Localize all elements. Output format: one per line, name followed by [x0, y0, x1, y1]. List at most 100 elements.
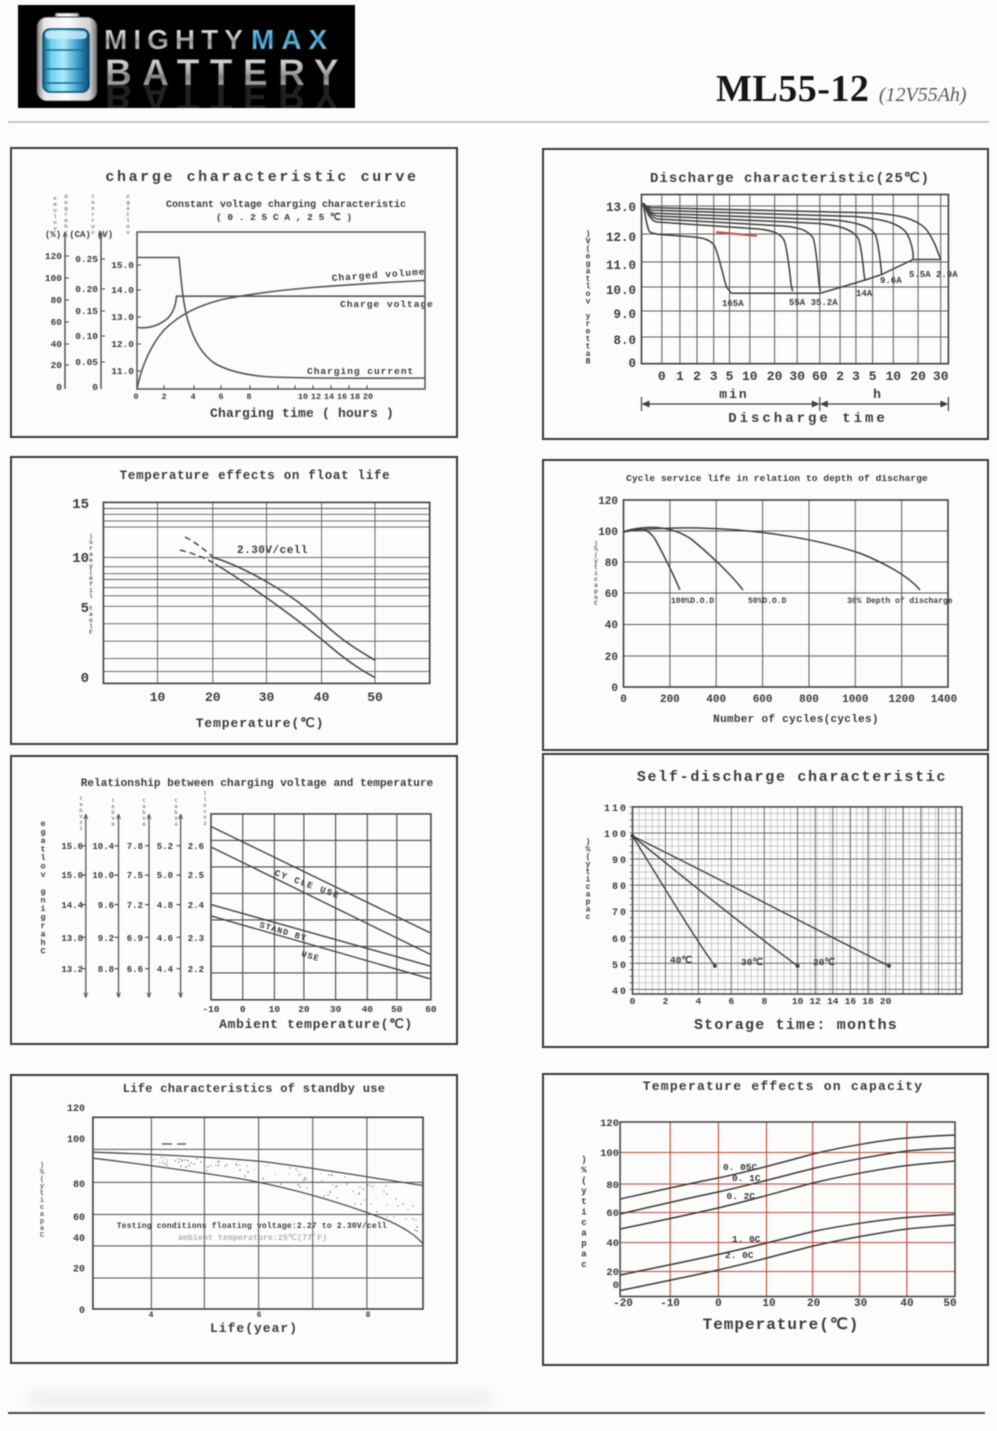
svg-text:0: 0	[630, 996, 636, 1007]
svg-text:15: 15	[72, 497, 89, 513]
svg-text:80: 80	[612, 882, 628, 893]
svg-text:20: 20	[51, 360, 63, 371]
svg-text:2.4: 2.4	[188, 901, 205, 911]
svg-text:9.6A: 9.6A	[880, 276, 902, 286]
svg-text:MIGHTY: MIGHTY	[104, 24, 249, 55]
svg-text:( 0 . 2 5 C A , 2 5 ℃ ): ( 0 . 2 5 C A , 2 5 ℃ )	[216, 212, 352, 223]
svg-text:Charge voltage: Charge voltage	[340, 299, 434, 310]
svg-text:5.2: 5.2	[157, 842, 173, 852]
svg-text:)%(yticapac: )%(yticapac	[584, 838, 593, 921]
svg-text:0: 0	[620, 694, 627, 706]
svg-text:60: 60	[812, 369, 828, 384]
svg-text:Discharge time: Discharge time	[728, 411, 888, 427]
svg-text:0. 2C: 0. 2C	[727, 1191, 756, 1202]
svg-text:-10: -10	[202, 1004, 219, 1015]
svg-text:60: 60	[612, 935, 628, 946]
svg-text:14A: 14A	[856, 289, 873, 299]
svg-text:0. 05C: 0. 05C	[723, 1162, 758, 1173]
svg-text:9.6: 9.6	[98, 901, 114, 911]
svg-text:120: 120	[45, 251, 62, 262]
svg-text:20: 20	[807, 1298, 820, 1310]
svg-text:9.0: 9.0	[613, 308, 636, 322]
svg-text:9.2: 9.2	[98, 934, 114, 944]
svg-text:0: 0	[56, 382, 62, 393]
svg-text:30% Depth of discharge: 30% Depth of discharge	[847, 597, 953, 606]
svg-text:Charging current: Charging current	[307, 366, 414, 377]
svg-text:4.6: 4.6	[157, 934, 173, 944]
svg-text:Temperature effects on capaci: Temperature effects on capacity	[643, 1079, 924, 1094]
svg-text:14.0: 14.0	[111, 285, 134, 296]
svg-text:-20: -20	[613, 1298, 633, 1310]
svg-text:emulov: emulov	[52, 195, 59, 231]
svg-text:40: 40	[900, 1298, 913, 1310]
svg-text:)%(yticapaC: )%(yticapaC	[38, 1162, 46, 1239]
svg-text:20: 20	[767, 369, 783, 384]
svg-text:20: 20	[606, 1267, 619, 1279]
svg-text:14: 14	[827, 996, 839, 1007]
svg-text:0: 0	[611, 683, 618, 695]
svg-text:30: 30	[259, 690, 275, 705]
svg-text:llecV2: llecV2	[202, 790, 209, 826]
svg-text:6.9: 6.9	[127, 934, 143, 944]
svg-text:Storage time: months: Storage time: months	[694, 1017, 898, 1034]
svg-text:8: 8	[366, 1311, 371, 1320]
svg-text:tnerruc: tnerruc	[90, 193, 97, 235]
svg-text:50: 50	[943, 1298, 956, 1310]
svg-text:60: 60	[425, 1004, 437, 1015]
svg-text:30: 30	[789, 369, 805, 384]
svg-text:20: 20	[73, 1265, 85, 1276]
svg-text:0: 0	[628, 357, 636, 371]
svg-text:min: min	[719, 387, 748, 402]
svg-text:5.5A 2.9A: 5.5A 2.9A	[909, 270, 958, 280]
svg-text:Discharge characteristic(25℃): Discharge characteristic(25℃)	[650, 171, 930, 187]
svg-text:Life characteristics of standb: Life characteristics of standby use	[123, 1082, 386, 1096]
svg-text:10: 10	[885, 369, 901, 384]
svg-text:0: 0	[79, 1306, 85, 1317]
svg-text:120: 120	[67, 1104, 85, 1115]
svg-text:Temperature(℃): Temperature(℃)	[196, 716, 325, 731]
svg-text:60: 60	[606, 1208, 619, 1220]
svg-text:100: 100	[600, 1148, 619, 1160]
svg-text:100: 100	[67, 1135, 85, 1146]
svg-text:tabV21: tabV21	[78, 795, 85, 831]
svg-text:8.8: 8.8	[98, 965, 114, 975]
svg-text:0.25: 0.25	[75, 254, 98, 265]
svg-text:Constant voltage charging char: Constant voltage charging characteristic	[166, 199, 406, 211]
svg-text:2: 2	[161, 392, 166, 402]
svg-text:15.6: 15.6	[61, 842, 83, 852]
svg-text:2.2: 2.2	[188, 965, 204, 975]
svg-text:ambient temperature:25℃(77˚F): ambient temperature:25℃(77˚F)	[178, 1233, 327, 1243]
svg-text:5: 5	[81, 601, 89, 617]
svg-text:800: 800	[799, 694, 819, 706]
svg-text:2.6: 2.6	[188, 842, 204, 852]
svg-text:4: 4	[149, 1311, 154, 1320]
svg-text:Self-discharge characteristic: Self-discharge characteristic	[637, 769, 947, 786]
svg-text:8: 8	[761, 996, 767, 1007]
svg-text:20: 20	[910, 369, 926, 384]
svg-text:0: 0	[92, 382, 98, 393]
svg-text:2: 2	[693, 369, 701, 384]
svg-text:Testing conditions floating vo: Testing conditions floating voltage:2.27…	[117, 1222, 387, 1231]
svg-text:18: 18	[862, 996, 874, 1007]
svg-text:40℃: 40℃	[670, 955, 692, 966]
svg-text:16: 16	[337, 392, 347, 402]
svg-text:14.4: 14.4	[61, 901, 83, 911]
svg-text:h: h	[873, 387, 883, 402]
svg-text:50: 50	[367, 690, 383, 705]
svg-text:70: 70	[612, 908, 628, 919]
svg-text:20: 20	[298, 1004, 310, 1015]
svg-text:)sraey(efil taolF: )sraey(efil taolF	[88, 533, 95, 635]
svg-text:)%(yticapac: )%(yticapac	[579, 1155, 589, 1271]
svg-text:)V(egatlov yrettaB: )V(egatlov yrettaB	[584, 230, 593, 365]
svg-text:2.30V/cell: 2.30V/cell	[237, 545, 308, 557]
svg-text:0: 0	[715, 1298, 722, 1310]
svg-text:20: 20	[205, 690, 221, 705]
svg-text:6.6: 6.6	[127, 965, 143, 975]
svg-text:2: 2	[663, 996, 669, 1007]
svg-text:16: 16	[845, 996, 857, 1007]
svg-text:egatlov: egatlov	[125, 193, 132, 235]
svg-text:4: 4	[696, 996, 702, 1007]
svg-text:1200: 1200	[888, 694, 914, 706]
svg-text:13.0: 13.0	[111, 312, 134, 323]
svg-text:Number of cycles(cycles): Number of cycles(cycles)	[713, 714, 879, 726]
